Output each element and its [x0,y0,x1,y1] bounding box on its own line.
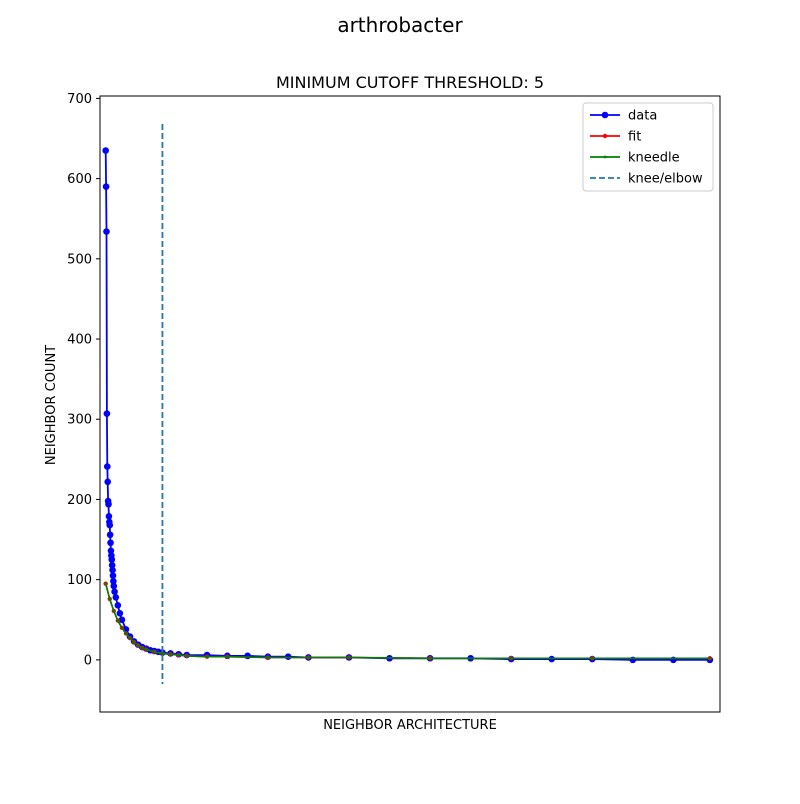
series-kneedle-point [347,656,351,659]
series-kneedle-point [128,636,132,640]
legend-label: fit [628,130,641,145]
series-data-point [102,147,109,154]
series-data-point [105,512,113,520]
series-data-point [103,410,111,417]
y-tick-label: 600 [67,172,92,187]
legend-marker-kneedle [603,155,607,159]
figure-suptitle: arthrobacter [337,13,463,37]
series-kneedle-point [152,650,156,654]
y-axis-label: NEIGHBOR COUNT [44,345,59,465]
y-tick-label: 200 [67,493,92,508]
series-data-point [108,561,116,569]
series-data-point [116,610,124,617]
series-data-point [104,478,112,486]
series-fit-line [104,583,710,660]
series-kneedle-point [225,655,229,659]
y-tick-label: 700 [67,92,92,107]
series-kneedle-point [509,656,513,660]
series-kneedle-point [266,656,270,659]
series-kneedle-point [177,653,181,657]
series-kneedle-point [144,648,148,651]
series-kneedle-point [307,656,310,659]
series-fit [103,581,713,661]
legend-label: knee/elbow [628,172,703,187]
series-kneedle-point [428,656,432,660]
axes-frame [99,95,721,713]
series-data [102,147,714,664]
series-data-point [103,463,111,470]
series-data-point [106,521,114,529]
series-data-point [109,566,116,574]
y-tick-label: 400 [67,333,92,348]
y-tick-label: 500 [67,252,92,267]
series-data-point [284,653,292,660]
y-axis-ticks: 0 100 200 300 400 500 600 700 [67,92,100,668]
plot-area [102,124,714,684]
legend-label: data [628,109,657,124]
series-data-point [114,602,122,609]
series-data-point [111,588,118,595]
legend-marker-fit [602,133,608,139]
series-data-point [244,652,251,660]
series-data-point [102,183,110,190]
series-data-point [118,616,126,624]
series-data-point [105,500,112,508]
series-kneedle-point [169,652,172,656]
series-data-point [108,556,116,563]
series-kneedle [104,582,712,660]
y-tick-label: 0 [84,653,92,668]
series-kneedle-point [116,619,120,622]
series-data-line [104,150,710,661]
series-kneedle-point [708,656,712,660]
series-data-point [103,228,110,235]
legend-box [582,102,714,192]
series-kneedle-point [590,656,594,660]
series-kneedle-point [136,644,140,647]
series-data-point [109,572,117,579]
y-tick-label: 100 [67,573,92,588]
series-kneedle-point [108,597,112,601]
y-tick-label: 300 [67,413,92,428]
series-data-point [107,547,115,555]
series-kneedle-point [185,654,189,658]
series-kneedle-point [161,652,164,655]
series-kneedle-point [112,609,116,613]
series-kneedle-line [104,583,710,660]
series-kneedle-point [140,646,144,650]
x-axis-label: NEIGHBOR ARCHITECTURE [323,718,497,733]
series-kneedle-point [132,640,136,644]
axes-title: MINIMUM CUTOFF THRESHOLD: 5 [276,73,544,92]
series-kneedle-point [120,626,124,630]
series-data-point [107,539,114,547]
legend-label: kneedle [628,151,680,166]
series-kneedle-point [124,631,128,635]
legend-marker-data [601,111,609,119]
series-data-point [112,594,120,601]
series-data-point [110,582,118,590]
series-data-point [106,531,114,539]
series-data-point [110,577,117,585]
series-kneedle-point [205,655,209,659]
series-kneedle-point [104,582,108,586]
legend: data fit kneedle knee/elbow [582,102,714,192]
